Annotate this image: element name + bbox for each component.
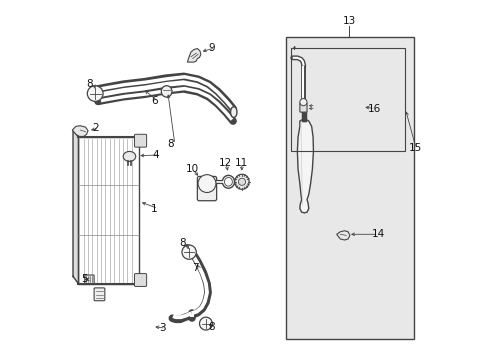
- Ellipse shape: [230, 107, 237, 117]
- Circle shape: [299, 99, 306, 106]
- FancyBboxPatch shape: [94, 288, 104, 301]
- FancyBboxPatch shape: [197, 176, 216, 201]
- Text: 16: 16: [367, 104, 380, 113]
- Text: 3: 3: [159, 323, 165, 333]
- Ellipse shape: [93, 87, 101, 100]
- Ellipse shape: [161, 86, 172, 97]
- Circle shape: [182, 245, 196, 259]
- Circle shape: [238, 178, 245, 185]
- Text: 10: 10: [185, 164, 199, 174]
- Circle shape: [199, 317, 212, 330]
- Ellipse shape: [222, 175, 234, 188]
- Polygon shape: [73, 130, 78, 284]
- Text: 8: 8: [86, 78, 93, 89]
- Text: 9: 9: [207, 43, 214, 53]
- Polygon shape: [336, 231, 349, 240]
- Text: 4: 4: [152, 150, 159, 160]
- FancyBboxPatch shape: [84, 275, 94, 284]
- Text: 8: 8: [167, 139, 174, 149]
- Text: 15: 15: [408, 143, 421, 153]
- Ellipse shape: [224, 177, 232, 186]
- Text: 11: 11: [234, 158, 247, 168]
- Text: 14: 14: [370, 229, 384, 239]
- Bar: [78, 137, 139, 284]
- Text: 2: 2: [92, 123, 99, 133]
- Text: 8: 8: [179, 238, 186, 248]
- Text: 5: 5: [81, 274, 88, 284]
- FancyBboxPatch shape: [134, 134, 146, 147]
- Bar: [285, 37, 413, 339]
- Text: 8: 8: [207, 322, 214, 332]
- FancyBboxPatch shape: [299, 103, 306, 112]
- Polygon shape: [297, 120, 313, 213]
- Ellipse shape: [123, 152, 136, 161]
- FancyBboxPatch shape: [134, 274, 146, 287]
- Polygon shape: [72, 126, 88, 136]
- Circle shape: [198, 175, 216, 193]
- Text: 1: 1: [151, 203, 157, 213]
- Text: 6: 6: [151, 96, 157, 107]
- Bar: [290, 48, 405, 152]
- Text: 7: 7: [191, 262, 198, 273]
- Text: 13: 13: [342, 16, 355, 26]
- Circle shape: [87, 86, 103, 102]
- Ellipse shape: [234, 174, 248, 189]
- Text: 12: 12: [218, 158, 231, 168]
- Polygon shape: [187, 49, 201, 62]
